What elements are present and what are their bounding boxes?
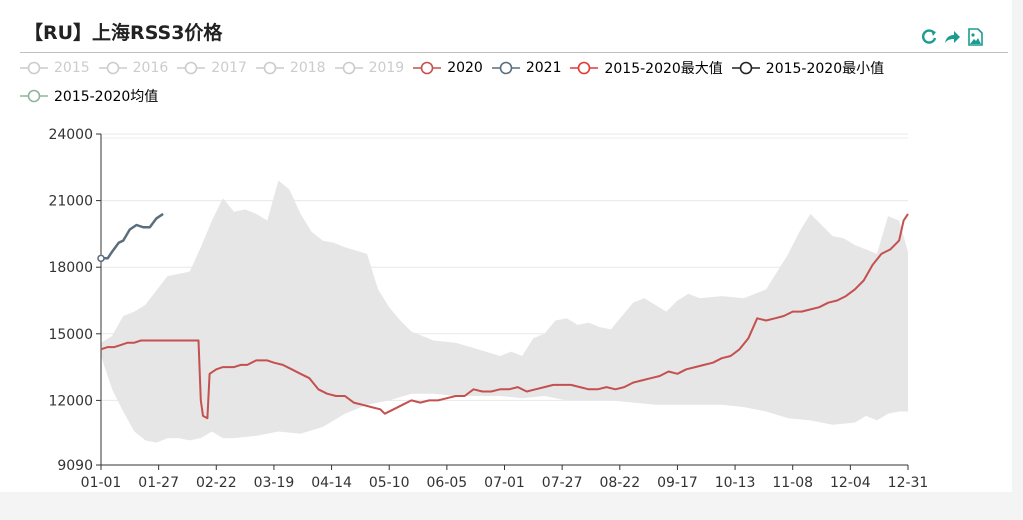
series-marker-2021 — [97, 254, 105, 263]
y-tick-label: 21000 — [48, 194, 93, 210]
legend-label: 2017 — [211, 60, 247, 76]
legend-symbol-icon — [413, 61, 442, 75]
series-line-2021 — [101, 212, 164, 260]
legend-item-2016[interactable]: 2016 — [98, 60, 169, 76]
x-tick-label: 10-13 — [715, 475, 756, 491]
legend-label: 2021 — [525, 60, 562, 76]
legend-label: 2016 — [132, 60, 169, 76]
x-tick-label: 09-17 — [657, 475, 698, 491]
legend-symbol-icon — [20, 89, 48, 103]
y-tick-label: 9090 — [57, 458, 93, 474]
legend-label: 2019 — [368, 60, 405, 76]
legend-row: 2015 2016 2017 2018 2019 2020 2021 2015-2020最大值… — [20, 56, 1010, 80]
legend-item-2019[interactable]: 2019 — [334, 60, 405, 76]
page-title: 【RU】上海RSS3价格 — [24, 22, 223, 44]
x-tick-label: 01-01 — [81, 475, 122, 491]
legend-item-2015[interactable]: 2015 — [20, 60, 90, 76]
legend-item-2020[interactable]: 2020 — [413, 60, 483, 76]
legend-item-2018[interactable]: 2018 — [255, 60, 326, 76]
legend-label: 2015-2020均值 — [54, 89, 159, 105]
x-tick-label: 12-04 — [830, 475, 871, 491]
x-tick-label: 03-19 — [254, 475, 295, 491]
x-tick-label: 07-01 — [484, 475, 525, 491]
legend-symbol-icon — [491, 61, 520, 75]
y-tick-label: 15000 — [48, 327, 93, 343]
legend-label: 2018 — [289, 60, 326, 76]
x-tick-label: 12-31 — [888, 475, 929, 491]
legend-label: 2015-2020最小值 — [765, 61, 885, 77]
x-tick-label: 08-22 — [599, 475, 640, 491]
legend-item-2017[interactable]: 2017 — [177, 60, 247, 76]
save-image-icon[interactable] — [966, 28, 984, 46]
legend-symbol-icon — [98, 61, 127, 75]
legend-symbol-icon — [20, 61, 48, 75]
title-divider — [20, 52, 1008, 53]
x-tick-label: 04-14 — [311, 475, 352, 491]
legend-symbol-icon — [255, 61, 284, 75]
legend-symbol-icon — [177, 61, 206, 75]
share-icon[interactable] — [943, 28, 961, 46]
chart-toolbox — [920, 28, 984, 46]
x-tick-label: 07-27 — [542, 475, 583, 491]
legend-item-2021[interactable]: 2021 — [491, 60, 562, 76]
x-tick-label: 11-08 — [772, 475, 813, 491]
x-tick-label: 05-10 — [369, 475, 410, 491]
legend-symbol-icon — [334, 61, 363, 75]
legend-row: 2015-2020均值 — [20, 84, 1010, 108]
legend-label: 2020 — [447, 60, 483, 76]
x-tick-label: 01-27 — [138, 475, 179, 491]
legend-label: 2015 — [54, 60, 90, 76]
refresh-icon[interactable] — [920, 28, 938, 46]
x-tick-label: 02-22 — [196, 475, 237, 491]
legend-symbol-icon — [731, 61, 760, 75]
y-tick-label: 18000 — [48, 260, 93, 276]
range-band-area — [101, 180, 908, 443]
legend-label: 2015-2020最大值 — [604, 61, 723, 77]
legend-item-2015-2020最大值[interactable]: 2015-2020最大值 — [570, 58, 723, 78]
line-chart: 9090 12000 15000 18000 21000 24000 01-01 01-27 0… — [48, 127, 929, 491]
legend-symbol-icon — [570, 61, 599, 75]
legend-item-2015-2020均值[interactable]: 2015-2020均值 — [20, 86, 158, 106]
series-line-2020 — [100, 213, 909, 420]
x-tick-label: 06-05 — [427, 475, 468, 491]
legend-item-2015-2020最小值[interactable]: 2015-2020最小值 — [731, 58, 885, 78]
chart-legend: 2015 2016 2017 2018 2019 2020 2021 2015-2020最大值… — [20, 56, 1010, 108]
y-tick-label: 24000 — [48, 127, 93, 143]
y-tick-label: 12000 — [48, 393, 93, 409]
